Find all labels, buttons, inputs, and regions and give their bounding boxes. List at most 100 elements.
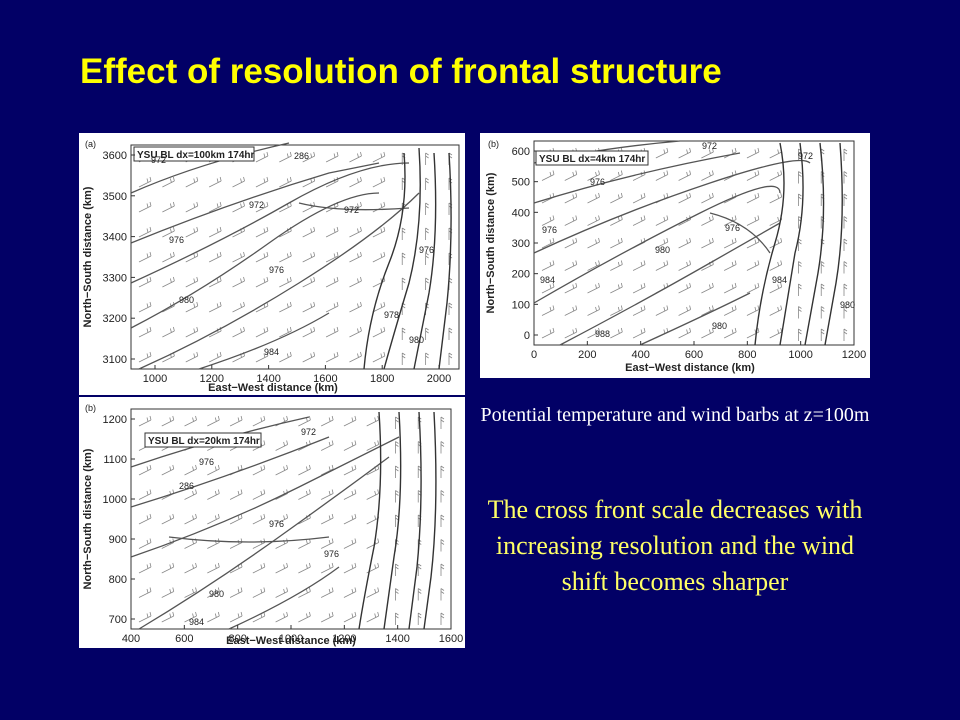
- wind-barb: [798, 171, 802, 184]
- wind-barb: [395, 588, 399, 601]
- x-tick-label: 1200: [200, 373, 224, 385]
- wind-barb: [325, 251, 339, 263]
- wind-barb: [302, 226, 316, 238]
- wind-barb: [701, 237, 714, 249]
- wind-barb: [678, 282, 692, 294]
- wind-barb: [723, 237, 737, 249]
- contour-label: 286: [179, 481, 194, 491]
- wind-barb: [541, 282, 555, 294]
- wind-barb: [632, 282, 646, 294]
- wind-barb: [395, 490, 399, 503]
- wind-barb: [541, 327, 555, 339]
- wind-barb: [843, 283, 848, 296]
- wind-barb: [798, 306, 802, 319]
- wind-barb: [769, 147, 783, 159]
- wind-barb: [320, 489, 334, 500]
- wind-barb: [372, 201, 386, 213]
- wind-barb: [229, 587, 243, 598]
- legend-box: YSU BL dx=4km 174hr: [535, 150, 649, 166]
- wind-barb: [564, 327, 578, 339]
- x-tick-label: 1400: [256, 373, 280, 385]
- wind-barb: [349, 226, 362, 238]
- wind-barb: [610, 260, 623, 271]
- wind-barb: [843, 238, 848, 251]
- wind-barb: [162, 201, 175, 213]
- contour-label: 972: [301, 427, 316, 437]
- wind-barb: [279, 276, 292, 288]
- wind-barb: [343, 415, 357, 427]
- wind-barb: [701, 192, 714, 204]
- wind-barb: [349, 326, 362, 338]
- y-axis-title: North−South distance (km): [82, 448, 94, 589]
- y-tick-label: 500: [512, 177, 530, 189]
- wind-barb: [678, 192, 692, 204]
- wind-barb: [279, 151, 292, 163]
- contour-label: 980: [655, 245, 670, 255]
- wind-barb: [279, 326, 292, 338]
- figure-panel-dx20km: (b) YSU BL dx=20km 174hr 1200 1100 1000 900…: [79, 397, 465, 648]
- wind-barb: [162, 251, 175, 263]
- wind-barb: [395, 441, 399, 454]
- wind-barb: [372, 351, 386, 363]
- wind-barb: [349, 176, 362, 188]
- wind-barb: [343, 440, 357, 451]
- wind-barb: [701, 282, 714, 294]
- y-tick-label: 3500: [103, 191, 127, 203]
- wind-barb: [564, 305, 578, 316]
- x-tick-label: 1000: [279, 633, 303, 645]
- wind-barb: [769, 260, 783, 271]
- y-tick-label: 3400: [103, 232, 127, 244]
- wind-barb: [138, 562, 152, 574]
- contour-label: 972: [151, 155, 166, 165]
- wind-barb: [448, 302, 453, 315]
- wind-barb: [255, 151, 269, 163]
- wind-barb: [843, 171, 848, 184]
- wind-barb: [207, 562, 220, 574]
- wind-barb: [587, 215, 600, 226]
- x-tick-label: 800: [228, 633, 246, 645]
- wind-barb: [138, 326, 152, 338]
- y-tick-label: 1000: [103, 494, 127, 506]
- wind-barb: [723, 327, 737, 339]
- wind-barb: [820, 283, 825, 296]
- wind-barb: [723, 192, 737, 204]
- x-tick-label: 1800: [370, 373, 394, 385]
- wind-barb: [229, 538, 243, 549]
- wind-barb: [349, 351, 362, 363]
- contour-label: 972: [702, 141, 717, 151]
- wind-barb: [564, 260, 578, 271]
- contour-label: 984: [540, 275, 555, 285]
- y-tick-label: 200: [512, 269, 530, 281]
- wind-barb: [138, 538, 152, 549]
- wind-barb: [746, 305, 760, 316]
- wind-barb: [448, 352, 453, 365]
- wind-barb: [298, 464, 311, 476]
- wind-barb: [138, 351, 152, 363]
- x-tick-label: 400: [631, 349, 649, 361]
- wind-barb: [366, 611, 380, 623]
- wind-barb: [208, 276, 222, 288]
- wind-barb: [372, 151, 386, 163]
- wind-barb: [138, 176, 152, 188]
- wind-barb: [275, 440, 289, 451]
- wind-barb: [587, 192, 600, 204]
- wind-barb: [678, 305, 692, 316]
- wind-barb: [325, 351, 339, 363]
- contour-plot-dx4km: (b) YSU BL dx=4km 174hr 600 500 400 300 200 1…: [485, 139, 866, 374]
- wind-barb: [417, 563, 422, 576]
- y-tick-label: 100: [512, 299, 530, 311]
- x-tick-label: 600: [175, 633, 193, 645]
- wind-barb: [701, 215, 714, 226]
- contour-label: 980: [209, 589, 224, 599]
- wind-barb: [208, 176, 222, 188]
- wind-barb: [138, 201, 152, 213]
- y-tick-label: 800: [109, 574, 127, 586]
- wind-barb: [366, 415, 380, 427]
- wind-barb: [320, 611, 334, 623]
- x-tick-label: 2000: [427, 373, 451, 385]
- wind-barb: [372, 226, 386, 238]
- wind-barb: [769, 192, 783, 204]
- wind-barb: [302, 351, 316, 363]
- wind-barb: [541, 215, 555, 226]
- wind-barb: [746, 215, 760, 226]
